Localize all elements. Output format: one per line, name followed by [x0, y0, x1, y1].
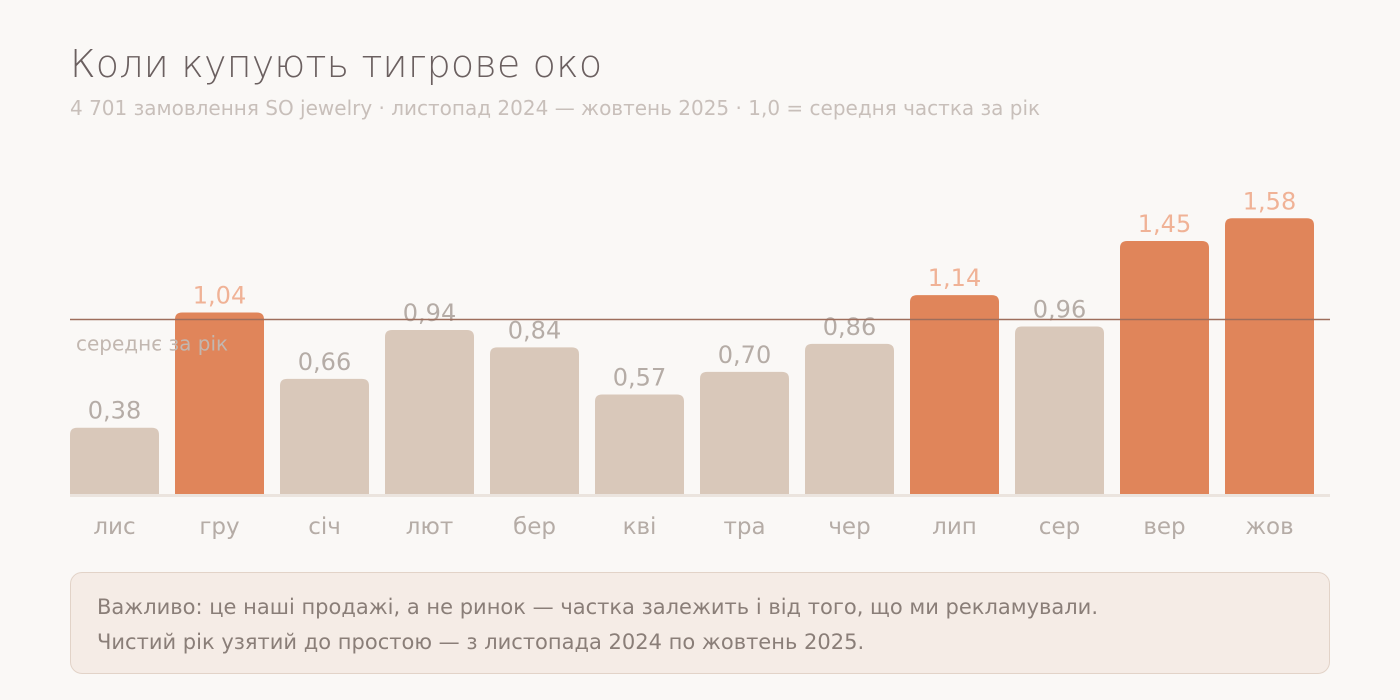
bar-12	[1225, 218, 1314, 495]
category-label: лип	[932, 514, 977, 540]
category-label: жов	[1245, 514, 1293, 540]
bar-value-label: 0,66	[298, 348, 351, 376]
bar-2	[175, 312, 264, 494]
bar-8	[805, 343, 894, 494]
category-label: кві	[623, 514, 657, 540]
bar-4	[385, 329, 474, 494]
bar-5	[490, 347, 579, 494]
bar-value-label: 0,94	[403, 299, 456, 327]
bar-chart: 0,38 лис 1,04 гру 0,66 січ 0,94 лют 0,84 бер 0,57 к…	[70, 187, 1330, 540]
bar-1	[70, 427, 159, 494]
note-line-1: Важливо: це наші продажі, а не ринок — ч…	[97, 595, 1099, 619]
chart-title: Коли купують тигрове око	[70, 42, 603, 86]
bar-value-label: 1,45	[1138, 210, 1191, 238]
chart-subtitle: 4 701 замовлення SO jewelry · листопад 2…	[70, 96, 1041, 120]
category-label: лют	[406, 514, 453, 540]
category-label: бер	[513, 514, 556, 540]
bar-value-label: 1,04	[193, 282, 246, 310]
bar-value-label: 0,86	[823, 313, 876, 341]
bar-6	[595, 394, 684, 494]
bar-9	[910, 295, 999, 494]
category-label: чер	[828, 514, 870, 540]
category-label: лис	[93, 514, 135, 540]
bar-value-label: 1,58	[1243, 187, 1296, 215]
note-line-2: Чистий рік узятий до простою — з листопа…	[97, 630, 865, 654]
category-label: тра	[723, 514, 765, 540]
bar-value-label: 0,84	[508, 316, 561, 344]
bar-value-label: 0,38	[88, 397, 141, 425]
category-label: вер	[1143, 514, 1185, 540]
note-box: Важливо: це наші продажі, а не ринок — ч…	[70, 572, 1330, 674]
bar-value-label: 1,14	[928, 264, 981, 292]
bar-10	[1015, 326, 1104, 494]
bar-value-label: 0,57	[613, 364, 666, 392]
average-reference-label: середнє за рік	[76, 332, 228, 356]
chart-baseline	[70, 494, 1330, 497]
bar-value-label: 0,70	[718, 341, 771, 369]
bar-3	[280, 378, 369, 494]
category-label: січ	[308, 514, 341, 540]
category-label: сер	[1039, 514, 1080, 540]
category-label: гру	[199, 514, 239, 540]
bar-11	[1120, 240, 1209, 494]
bar-7	[700, 371, 789, 494]
